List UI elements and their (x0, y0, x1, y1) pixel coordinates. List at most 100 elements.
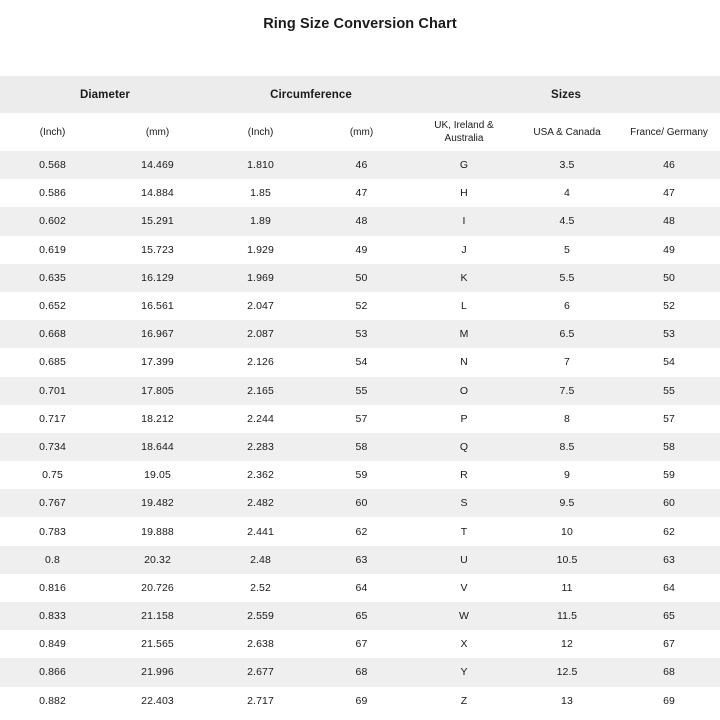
cell-circumference-inch: 1.929 (210, 235, 311, 264)
column-header-diameter-inch: (Inch) (0, 113, 105, 151)
cell-uk: Q (412, 432, 516, 462)
cell-diameter-inch: 0.652 (0, 291, 105, 321)
column-header-france-germany: France/ Germany (618, 113, 720, 151)
column-header-circumference-mm: (mm) (311, 113, 412, 151)
cell-diameter-inch: 0.75 (0, 461, 105, 490)
table-body: 0.568 14.469 1.810 46 G 3.5 46 0.586 14.884 1.85 4… (0, 151, 720, 715)
table-row: 0.882 22.403 2.717 69 Z 13 69 (0, 686, 720, 715)
cell-diameter-inch: 0.586 (0, 179, 105, 208)
cell-circumference-inch: 2.362 (210, 461, 311, 490)
table-row: 0.849 21.565 2.638 67 X 12 67 (0, 630, 720, 659)
cell-circumference-mm: 59 (311, 461, 412, 490)
cell-circumference-inch: 2.047 (210, 291, 311, 321)
cell-diameter-inch: 0.833 (0, 602, 105, 631)
cell-circumference-inch: 1.969 (210, 263, 311, 292)
cell-circumference-mm: 50 (311, 263, 412, 292)
cell-circumference-inch: 2.126 (210, 348, 311, 377)
cell-usa: 7 (516, 348, 618, 377)
cell-usa: 9.5 (516, 489, 618, 518)
cell-diameter-inch: 0.816 (0, 573, 105, 602)
cell-circumference-mm: 60 (311, 489, 412, 518)
cell-france: 53 (618, 320, 720, 349)
cell-diameter-mm: 16.561 (105, 291, 210, 321)
cell-diameter-mm: 17.805 (105, 376, 210, 405)
cell-france: 65 (618, 602, 720, 631)
cell-france: 67 (618, 630, 720, 659)
cell-uk: K (412, 263, 516, 292)
table-row: 0.8 20.32 2.48 63 U 10.5 63 (0, 545, 720, 574)
cell-circumference-mm: 52 (311, 291, 412, 321)
group-header-circumference: Circumference (210, 76, 412, 113)
table-row: 0.717 18.212 2.244 57 P 8 57 (0, 404, 720, 433)
cell-diameter-inch: 0.783 (0, 517, 105, 546)
cell-diameter-mm: 21.996 (105, 658, 210, 687)
cell-usa: 5 (516, 235, 618, 264)
cell-circumference-inch: 2.087 (210, 320, 311, 349)
cell-uk: I (412, 207, 516, 236)
cell-usa: 11.5 (516, 602, 618, 631)
cell-uk: S (412, 489, 516, 518)
cell-circumference-inch: 2.638 (210, 630, 311, 659)
cell-usa: 8 (516, 404, 618, 433)
cell-circumference-inch: 1.810 (210, 151, 311, 180)
cell-diameter-mm: 21.158 (105, 602, 210, 631)
cell-circumference-inch: 2.48 (210, 545, 311, 574)
cell-circumference-mm: 62 (311, 517, 412, 546)
cell-diameter-inch: 0.849 (0, 630, 105, 659)
cell-circumference-inch: 2.482 (210, 489, 311, 518)
cell-circumference-mm: 46 (311, 151, 412, 180)
cell-diameter-inch: 0.668 (0, 320, 105, 349)
cell-diameter-inch: 0.635 (0, 263, 105, 292)
cell-uk: H (412, 179, 516, 208)
column-header-circumference-inch: (Inch) (210, 113, 311, 151)
cell-usa: 13 (516, 686, 618, 715)
cell-uk: Y (412, 658, 516, 687)
cell-diameter-mm: 16.129 (105, 263, 210, 292)
cell-diameter-inch: 0.602 (0, 207, 105, 236)
cell-circumference-mm: 53 (311, 320, 412, 349)
cell-france: 58 (618, 432, 720, 462)
cell-diameter-inch: 0.734 (0, 432, 105, 462)
cell-diameter-mm: 14.884 (105, 179, 210, 208)
cell-circumference-mm: 55 (311, 376, 412, 405)
cell-circumference-mm: 67 (311, 630, 412, 659)
cell-uk: W (412, 602, 516, 631)
table-row: 0.866 21.996 2.677 68 Y 12.5 68 (0, 658, 720, 687)
cell-diameter-mm: 15.291 (105, 207, 210, 236)
cell-uk: T (412, 517, 516, 546)
cell-usa: 8.5 (516, 432, 618, 462)
cell-circumference-inch: 2.244 (210, 404, 311, 433)
group-header-diameter: Diameter (0, 76, 210, 113)
cell-usa: 12.5 (516, 658, 618, 687)
table-row: 0.668 16.967 2.087 53 M 6.5 53 (0, 320, 720, 349)
cell-france: 48 (618, 207, 720, 236)
cell-usa: 11 (516, 573, 618, 602)
cell-france: 63 (618, 545, 720, 574)
cell-diameter-mm: 16.967 (105, 320, 210, 349)
cell-usa: 6.5 (516, 320, 618, 349)
cell-diameter-mm: 19.05 (105, 461, 210, 490)
table-row: 0.619 15.723 1.929 49 J 5 49 (0, 235, 720, 264)
cell-circumference-inch: 2.52 (210, 573, 311, 602)
column-header-diameter-mm: (mm) (105, 113, 210, 151)
cell-circumference-mm: 57 (311, 404, 412, 433)
table-row: 0.586 14.884 1.85 47 H 4 47 (0, 179, 720, 208)
table-row: 0.685 17.399 2.126 54 N 7 54 (0, 348, 720, 377)
cell-usa: 6 (516, 291, 618, 321)
cell-uk: J (412, 235, 516, 264)
cell-usa: 10 (516, 517, 618, 546)
group-header-row: Diameter Circumference Sizes (0, 76, 720, 113)
table-row: 0.75 19.05 2.362 59 R 9 59 (0, 461, 720, 490)
cell-uk: L (412, 291, 516, 321)
cell-france: 60 (618, 489, 720, 518)
cell-france: 69 (618, 686, 720, 715)
table-row: 0.767 19.482 2.482 60 S 9.5 60 (0, 489, 720, 518)
cell-uk: G (412, 151, 516, 180)
group-header-sizes: Sizes (412, 76, 720, 113)
cell-france: 46 (618, 151, 720, 180)
page-title: Ring Size Conversion Chart (263, 16, 457, 32)
cell-diameter-mm: 20.32 (105, 545, 210, 574)
cell-circumference-mm: 48 (311, 207, 412, 236)
table-row: 0.833 21.158 2.559 65 W 11.5 65 (0, 602, 720, 631)
